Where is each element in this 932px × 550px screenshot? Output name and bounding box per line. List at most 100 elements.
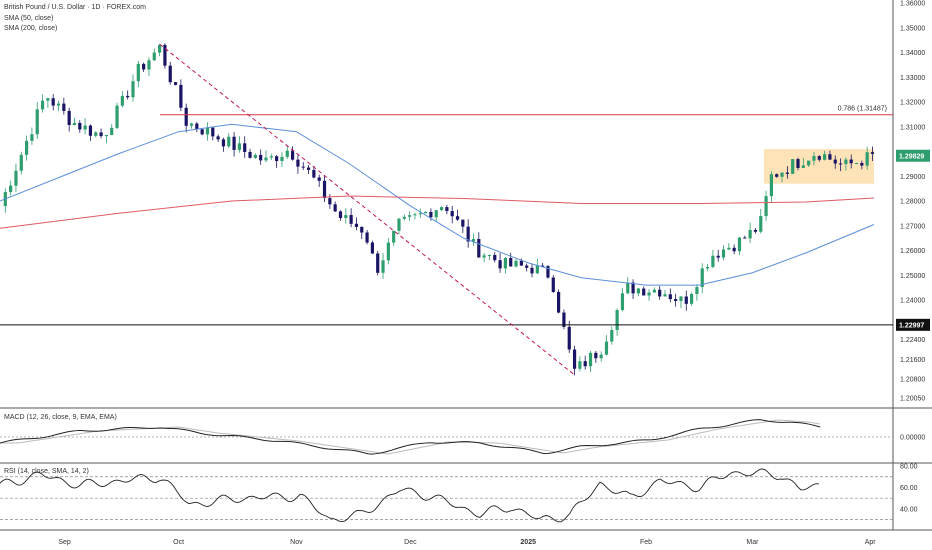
rsi-tick-label: 40.00 (900, 506, 918, 513)
candle-body (83, 125, 87, 130)
candle-body (849, 159, 853, 164)
time-tick-label: Apr (865, 539, 877, 546)
candle-body (727, 247, 731, 250)
candle-body (179, 84, 183, 108)
price-tick-label: 1.34000 (900, 50, 925, 57)
candle-body (322, 180, 327, 199)
price-tick-label: 1.36000 (900, 1, 925, 8)
candle-body (131, 81, 135, 98)
candle-body (408, 215, 412, 217)
candle-body (301, 166, 305, 168)
candle-body (721, 249, 726, 258)
candle-body (142, 63, 146, 70)
candle-body (764, 196, 768, 217)
candle-body (482, 255, 486, 258)
candle-body (163, 44, 167, 66)
candle-body (844, 159, 848, 165)
candle-body (620, 293, 625, 311)
candle-body (19, 154, 23, 171)
price-tick-label: 1.22400 (900, 337, 925, 344)
candle-body (205, 127, 210, 135)
rsi-legend: RSI (14, close, SMA, 14, 2) (4, 468, 89, 475)
candle-body (158, 44, 162, 53)
sma50-legend: SMA (50, close) (4, 15, 54, 22)
candle-body (429, 211, 433, 218)
candle-body (642, 288, 646, 296)
candle-body (184, 107, 188, 126)
candle-body (25, 140, 29, 155)
price-tick-label: 1.20800 (900, 377, 925, 384)
candle-body (424, 211, 428, 214)
candle-body (72, 122, 77, 125)
candle-body (40, 100, 45, 110)
rsi-tick-label: 60.00 (900, 485, 918, 492)
candle-body (136, 63, 140, 82)
candle-body (115, 105, 119, 128)
rsi-tick-label: 80.00 (900, 464, 918, 471)
candle-body (354, 223, 359, 227)
candle-body (509, 258, 513, 267)
candle-body (227, 136, 231, 147)
candle-body (381, 260, 385, 273)
candle-body (466, 226, 470, 242)
candle-body (264, 157, 268, 161)
time-tick-label: Sep (58, 539, 71, 546)
candle-body (631, 282, 635, 294)
candle-body (705, 266, 710, 269)
sma50-line (0, 123, 875, 286)
candle-body (695, 287, 699, 295)
candle-body (173, 82, 178, 85)
candle-body (615, 310, 619, 331)
candle-body (280, 156, 284, 162)
candle-body (248, 151, 252, 158)
candle-body (152, 52, 156, 61)
candle-body (557, 291, 561, 313)
candle-body (493, 254, 497, 261)
candle-body (860, 162, 864, 166)
candle-body (189, 123, 194, 126)
candle-body (413, 214, 417, 216)
candle-body (46, 98, 50, 101)
candle-body (865, 152, 869, 166)
candle-body (780, 172, 784, 177)
candle-body (812, 156, 816, 161)
candle-body (668, 294, 672, 300)
sma200-line (0, 195, 875, 229)
candle-body (211, 127, 215, 137)
downtrend-line (159, 43, 575, 375)
candle-body (546, 266, 550, 278)
candle-body (732, 247, 736, 252)
candle-body (487, 254, 492, 256)
candle-body (285, 150, 289, 157)
candle-body (854, 162, 859, 164)
candle-body (541, 265, 545, 267)
candle-body (588, 352, 593, 367)
candle-body (110, 127, 114, 136)
candle-body (62, 103, 66, 111)
candle-body (392, 230, 396, 243)
price-tick-label: 1.28000 (900, 199, 925, 206)
candle-body (562, 312, 566, 327)
candle-body (291, 150, 295, 160)
candle-body (796, 159, 800, 169)
panel-frames (0, 0, 932, 531)
candle-body (365, 232, 369, 243)
candle-body (838, 163, 843, 165)
candle-body (221, 139, 226, 147)
candle-body (455, 216, 460, 220)
candle-body (439, 207, 444, 211)
price-tick-label: 1.32000 (900, 100, 925, 107)
candle-body (450, 211, 454, 217)
support-price-tag: 1.22997 (899, 322, 924, 329)
candle-body (514, 260, 518, 267)
candle-body (418, 213, 422, 215)
macd-tick-label: 0.00000 (900, 435, 925, 442)
price-tick-label: 1.26000 (900, 248, 925, 255)
candle-body (477, 239, 481, 258)
candle-body (828, 154, 832, 160)
candle-body (253, 154, 257, 158)
price-panel: 0.786 (1.31487) (0, 43, 893, 376)
last-price-tag: 1.29829 (899, 153, 924, 160)
candle-body (610, 330, 614, 342)
